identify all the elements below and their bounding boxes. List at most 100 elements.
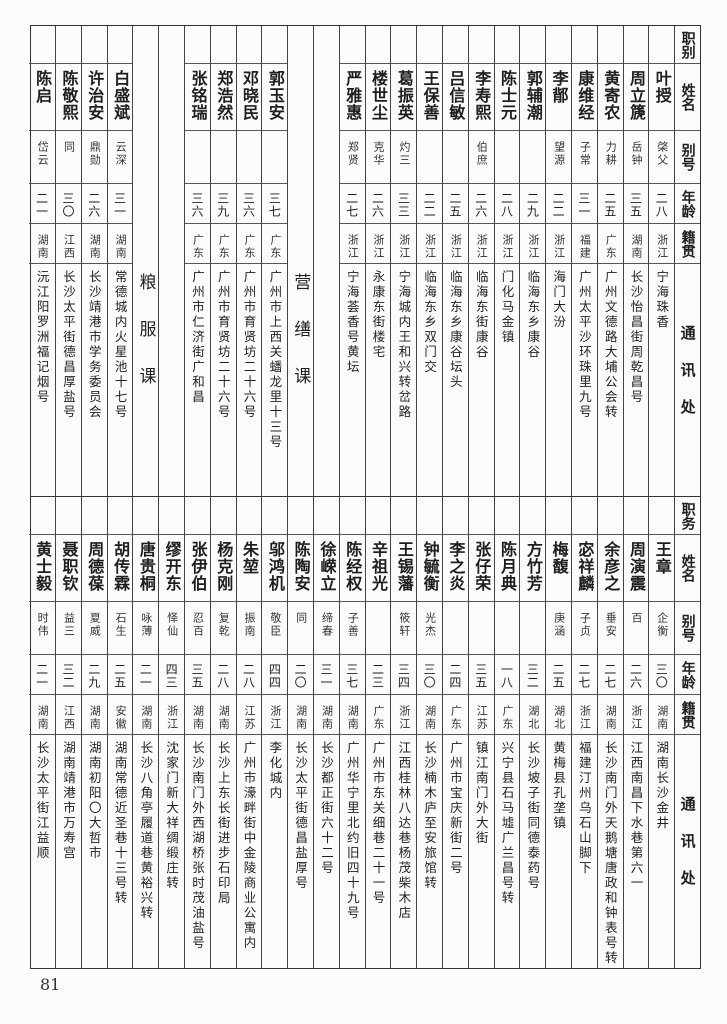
age-cell: 二四: [443, 655, 468, 695]
age-cell: 三一: [314, 655, 339, 695]
origin-text: 浙江: [475, 234, 489, 260]
age-text: 三五: [473, 663, 488, 689]
section-label: 粮服课: [135, 273, 156, 414]
position-cell: [339, 497, 365, 535]
table-row: 陈经权 子善 三七 湖南 广州华宁里北约旧四十九号: [338, 497, 365, 968]
name-cell: 吕信敏: [443, 64, 468, 131]
name-cell: 楼世尘: [365, 64, 391, 131]
age-text: 二六: [628, 663, 643, 689]
position-cell: [520, 497, 546, 535]
table-row: 陈陶安同二〇 湖南 长沙太平街德昌盐厚号: [287, 497, 314, 968]
alias-cell: 伯庶: [468, 131, 494, 184]
header-cell: 职别: [675, 26, 700, 64]
table-row: 唐贵桐 咏薄 二一 湖南 长沙八角亭履道巷黄裕兴转: [132, 497, 159, 968]
age-text: 三〇: [60, 192, 75, 218]
alias-text: 怿仙: [165, 612, 179, 638]
alias-text: 垂安: [604, 612, 618, 638]
address-text: 湖南长沙金井: [654, 741, 670, 831]
position-cell: [185, 26, 210, 64]
age-cell: 二八: [649, 184, 675, 224]
name-text: 陈士元: [498, 70, 518, 121]
age-cell: 三二: [56, 655, 81, 695]
name-text: 楼世尘: [369, 70, 389, 121]
origin-cell: 湖南: [210, 695, 236, 735]
alias-cell: [262, 131, 288, 184]
origin-cell: 湖南: [81, 695, 107, 735]
position-cell: [107, 497, 133, 535]
alias-cell: 石生: [107, 602, 133, 655]
address-text: 长沙太平街德昌厚盐号: [60, 270, 76, 420]
origin-text: 湖南: [88, 705, 102, 731]
position-cell: [391, 26, 417, 64]
position-cell: [649, 497, 675, 535]
origin-text: 江西: [62, 705, 76, 731]
address-cell: 福建汀州乌石山脚下: [572, 735, 597, 968]
alias-cell: 百: [623, 602, 649, 655]
age-text: 一八: [499, 663, 514, 689]
name-text: 周立篪: [627, 70, 646, 121]
position-cell: [339, 26, 365, 64]
address-text: 江西桂林八达巷杨茂柴木店: [396, 741, 412, 921]
table-row: 黄士毅 时伟 二一 湖南 长沙太平街江益顺: [29, 497, 56, 968]
age-text: 二七: [344, 192, 359, 218]
origin-text: 广东: [604, 234, 618, 260]
origin-cell: 湖南: [597, 695, 623, 735]
address-cell: 宁海城内王和兴转岔路: [391, 264, 416, 496]
age-cell: 二六: [468, 184, 494, 224]
alias-text: 同: [62, 141, 76, 154]
origin-text: 湖南: [36, 234, 50, 260]
address-text: 长沙南门外西湖桥张时茂油盐号: [189, 741, 205, 951]
age-cell: 三七: [339, 655, 365, 695]
origin-cell: 浙江: [546, 224, 572, 264]
name-cell: 黄寄农: [597, 64, 623, 131]
age-text: 三一: [112, 192, 127, 218]
alias-cell: 子贞: [572, 602, 597, 655]
name-cell: 余彦之: [597, 535, 623, 602]
table-row: 邬鸿机 敬臣 四四 浙江 李化城内: [261, 497, 288, 968]
position-cell: [185, 497, 210, 535]
origin-text: 浙江: [552, 234, 566, 260]
name-text: 许治安: [85, 70, 105, 121]
address-text: 广州市上西关蟠龙里十三号: [267, 270, 283, 450]
age-text: 三七: [267, 192, 282, 218]
origin-text: 广东: [191, 234, 205, 260]
alias-text: 子常: [578, 141, 592, 167]
name-text: 陈敬熙: [59, 70, 79, 121]
table-row: 王锡藩 筱轩 三四 浙江 江西桂林八达巷杨茂柴木店: [390, 497, 417, 968]
name-text: 周演震: [627, 541, 646, 592]
age-text: 二一: [34, 192, 49, 218]
table-row: 方竹芳 三二 湖北 长沙坡子街同德泰药号: [519, 497, 546, 968]
origin-text: 浙江: [630, 705, 643, 731]
origin-cell: 浙江: [623, 695, 649, 735]
origin-cell: 广东: [597, 224, 623, 264]
age-text: 二六: [86, 192, 101, 218]
alias-cell: 振南: [236, 602, 262, 655]
age-text: 二四: [447, 663, 462, 689]
table-row: 邓晓民 三六 广东 广州市育贤坊二十六号: [235, 26, 262, 496]
alias-text: 百: [630, 612, 643, 625]
table-row: 王章 企衡 三〇 湖南 湖南长沙金井: [648, 497, 675, 968]
origin-text: 江西: [62, 234, 76, 260]
alias-text: 同: [294, 612, 308, 625]
name-cell: 胡传霖: [107, 535, 133, 602]
age-cell: 一八: [494, 655, 520, 695]
table-row: 葛振英 灼三 三三 浙江 宁海城内王和兴转岔路: [390, 26, 417, 496]
name-text: 叶授: [652, 70, 672, 104]
name-text: 梅馥: [549, 541, 569, 575]
address-text: 湖南初阳〇大哲市: [86, 741, 102, 861]
name-text: 胡传霖: [111, 541, 131, 592]
address-cell: 长沙太平街江益顺: [29, 735, 55, 968]
name-cell: 缪开东: [159, 535, 185, 602]
position-cell: [649, 26, 675, 64]
origin-text: 湖南: [139, 705, 153, 731]
table-row: 张仔荣 三五 江苏 镇江南门外大街: [467, 497, 494, 968]
position-cell: [572, 26, 597, 64]
name-cell: 郭辅潮: [520, 64, 546, 131]
origin-text: 湖南: [630, 234, 643, 260]
header-label: 籍贯: [679, 229, 696, 258]
address-cell: 海门大汾: [546, 264, 571, 496]
age-cell: 二五: [546, 655, 572, 695]
origin-cell: 湖南: [81, 224, 107, 264]
position-cell: [236, 26, 262, 64]
table-row: 白盛斌 云深 三一 湖南 常德城内火星池十七号: [106, 26, 133, 496]
